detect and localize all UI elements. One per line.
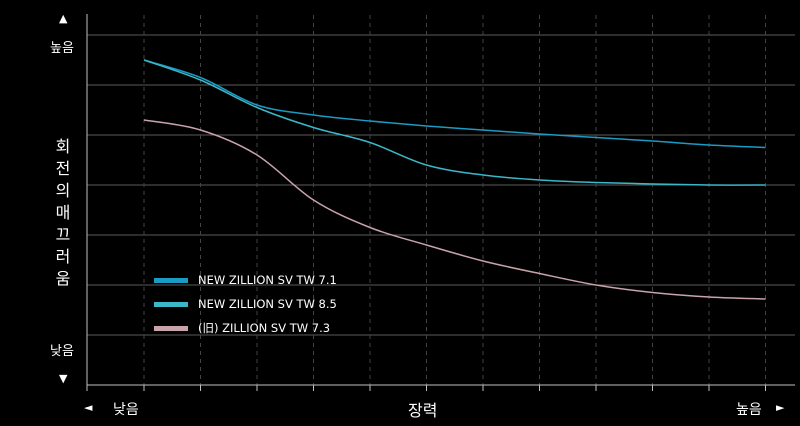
legend-swatch: [154, 277, 188, 283]
y-arrow-down-icon: ▼: [59, 372, 68, 385]
legend-label: (旧) ZILLION SV TW 7.3: [198, 321, 331, 335]
legend-item: NEW ZILLION SV TW 8.5: [154, 292, 337, 316]
legend-label: NEW ZILLION SV TW 8.5: [198, 297, 337, 311]
y-arrow-up-icon: ▲: [59, 12, 68, 25]
axes: [86, 14, 795, 391]
series-line-2: [143, 59, 766, 186]
x-low-label: 낮음: [113, 402, 139, 418]
grid-lines: [87, 15, 795, 385]
legend-swatch: [154, 301, 188, 307]
x-arrow-right-icon: ►: [776, 401, 785, 414]
x-arrow-left-icon: ◄: [84, 401, 93, 414]
legend-item: (旧) ZILLION SV TW 7.3: [154, 316, 337, 340]
series-line-3: [143, 119, 766, 300]
y-low-label: 낮음: [50, 344, 74, 359]
y-axis-title: 회전의 매끄러움: [55, 137, 71, 288]
series-line-1: [143, 59, 766, 149]
legend: NEW ZILLION SV TW 7.1 NEW ZILLION SV TW …: [154, 268, 337, 340]
legend-item: NEW ZILLION SV TW 7.1: [154, 268, 337, 292]
y-high-label: 높음: [50, 41, 74, 56]
x-axis-title: 장력: [408, 401, 438, 420]
legend-swatch: [154, 325, 188, 331]
series-lines: [143, 59, 766, 300]
legend-label: NEW ZILLION SV TW 7.1: [198, 273, 337, 287]
x-high-label: 높음: [736, 402, 762, 418]
